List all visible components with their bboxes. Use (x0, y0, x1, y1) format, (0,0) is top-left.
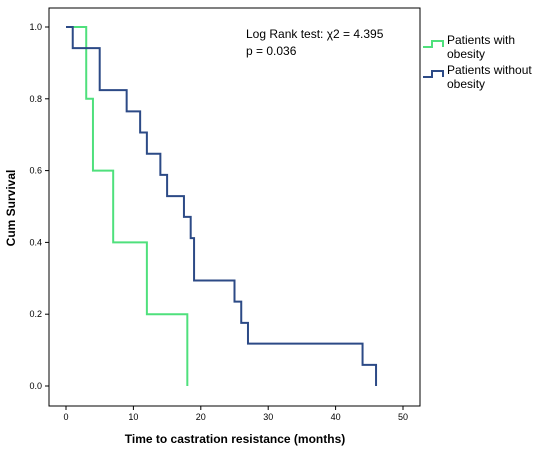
y-tick-label: 0.2 (29, 309, 42, 319)
annotation-line-1: Log Rank test: χ2 = 4.395 (246, 27, 384, 41)
legend-label-line-1: Patients with (447, 33, 515, 47)
x-tick-label: 0 (63, 412, 68, 422)
ticks: 0 10 20 30 40 50 0.0 0.2 0.4 0.6 0.8 1.0 (29, 22, 408, 422)
y-tick-label: 0.6 (29, 166, 42, 176)
legend-label-line-1: Patients without (447, 63, 532, 77)
annotation-stat: χ2 = 4.395 (327, 27, 384, 41)
y-tick-label: 1.0 (29, 22, 42, 32)
y-tick-label: 0.0 (29, 381, 42, 391)
series-line-without-obesity (66, 26, 378, 386)
series-lines (66, 26, 378, 386)
axes (48, 7, 421, 407)
legend-swatch (423, 70, 444, 78)
annotation-prefix: Log Rank test: (246, 27, 327, 41)
y-tick-label: 0.4 (29, 237, 42, 247)
series-line-with-obesity (66, 26, 189, 386)
plot-frame (48, 7, 421, 407)
y-tick-label: 0.8 (29, 94, 42, 104)
x-tick-label: 20 (196, 412, 206, 422)
legend-label-line-2: obesity (447, 47, 485, 61)
x-tick-label: 30 (263, 412, 273, 422)
log-rank-annotation: Log Rank test: χ2 = 4.395 p = 0.036 (246, 27, 384, 58)
x-axis-title: Time to castration resistance (months) (125, 432, 346, 446)
y-axis-title: Cum Survival (4, 170, 18, 247)
annotation-line-2: p = 0.036 (246, 44, 297, 58)
x-tick-label: 50 (398, 412, 408, 422)
legend-swatch (423, 40, 444, 48)
x-tick-label: 10 (128, 412, 138, 422)
legend-label-line-2: obesity (447, 77, 485, 91)
x-tick-label: 40 (331, 412, 341, 422)
